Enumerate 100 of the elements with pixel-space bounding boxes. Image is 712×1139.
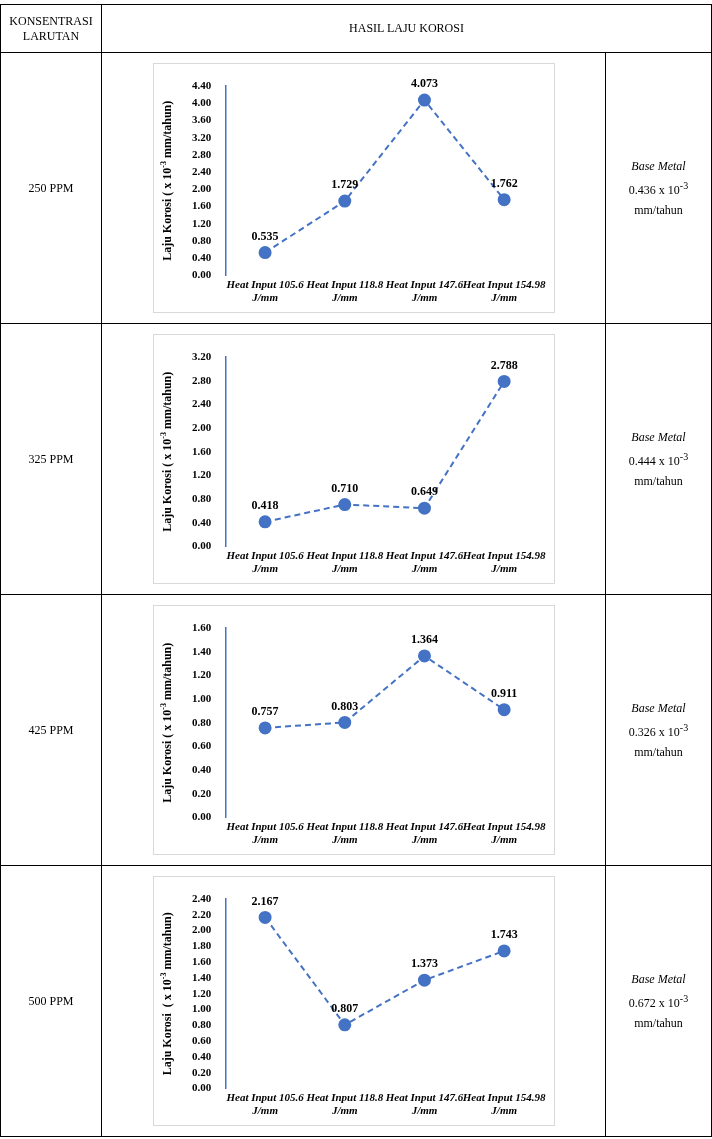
data-label: 1.743 (490, 927, 518, 941)
point (258, 246, 272, 260)
y-tick-label: 0.00 (191, 810, 212, 823)
x-tick-label: Heat Input 118.8 J/mm (304, 278, 384, 304)
data-label: 0.757 (251, 703, 279, 718)
text: 0.326 x 10$^{-3}$ mm/tahun (628, 722, 689, 759)
text: HASIL LAJU KOROSI (101, 4, 712, 53)
y-tick-label: 1.40 (191, 644, 212, 657)
data-label: 0.710 (330, 480, 358, 495)
text: 0.672 x 10$^{-3}$ mm/tahun (628, 993, 689, 1030)
text: Base Metal (630, 158, 687, 175)
y-tick-label: 2.00 (191, 420, 212, 433)
x-tick-label: Heat Input 105.6 J/mm (224, 278, 304, 304)
text: 500 PPM (0, 865, 102, 1137)
y-tick-label: 2.20 (191, 907, 212, 920)
y-tick-label: 1.20 (191, 986, 212, 999)
x-tick-label: Heat Input 105.6 J/mm (224, 1091, 304, 1117)
y-tick-label: 1.40 (191, 970, 212, 983)
y-tick-label: 0.80 (191, 492, 212, 505)
point (417, 973, 431, 987)
text: Base Metal (630, 700, 687, 717)
x-tick-label: Heat Input 147.6 J/mm (384, 278, 464, 304)
y-tick-label: 0.40 (191, 763, 212, 776)
y-tick-label: 1.20 (191, 216, 212, 229)
data-label: 0.911 (490, 685, 517, 700)
point (337, 715, 351, 729)
text: 0.436 x 10$^{-3}$ mm/tahun (628, 180, 689, 217)
y-tick-label: 0.40 (191, 515, 212, 528)
y-tick-label: 1.20 (191, 468, 212, 481)
y-tick-label: 2.40 (191, 165, 212, 178)
data-label: 0.649 (410, 484, 438, 499)
y-tick-label: 1.60 (191, 955, 212, 968)
data-label: 4.073 (410, 76, 438, 91)
y-tick-label: 1.60 (191, 199, 212, 212)
y-axis-title: Laju Korosi ( x 10-3 mm/tahun) (158, 642, 174, 803)
data-label: 1.373 (410, 956, 438, 971)
point (417, 93, 431, 107)
point (258, 721, 272, 735)
y-tick-label: 0.00 (191, 1081, 212, 1094)
point (417, 501, 431, 515)
data-label: 0.803 (330, 698, 358, 713)
x-tick-label: Heat Input 118.8 J/mm (304, 820, 384, 846)
y-tick-label: 2.80 (191, 373, 212, 386)
x-tick-label: Heat Input 105.6 J/mm (224, 820, 304, 846)
y-tick-label: 0.80 (191, 1018, 212, 1031)
y-axis-title: Laju Korosi ( x 10-3 mm/tahun) (158, 371, 174, 532)
y-tick-label: 0.60 (191, 1034, 212, 1047)
x-tick-label: Heat Input 147.6 J/mm (384, 549, 464, 575)
y-tick-label: 0.00 (191, 268, 212, 281)
y-tick-label: 0.40 (191, 1049, 212, 1062)
y-tick-label: 0.80 (191, 233, 212, 246)
point (497, 193, 511, 207)
x-tick-label: Heat Input 118.8 J/mm (304, 549, 384, 575)
point (258, 910, 272, 924)
data-label: 1.729 (330, 177, 358, 192)
y-tick-label: 2.00 (191, 182, 212, 195)
data-label: 0.807 (330, 1000, 358, 1015)
point (337, 1018, 351, 1032)
y-tick-label: 1.80 (191, 939, 212, 952)
y-tick-label: 0.20 (191, 786, 212, 799)
text: 325 PPM (0, 323, 102, 595)
y-axis-title: Laju Korosi ( x 10-3 mm/tahun) (158, 912, 174, 1076)
y-axis-title: Laju Korosi ( x 10-3 mm/tahun) (158, 100, 174, 261)
point (497, 703, 511, 717)
point (337, 498, 351, 512)
point (497, 374, 511, 388)
y-tick-label: 4.00 (191, 96, 212, 109)
y-tick-label: 0.40 (191, 251, 212, 264)
data-label: 2.788 (490, 357, 518, 372)
text: Base Metal (630, 429, 687, 446)
data-label: 2.167 (251, 893, 279, 908)
text: 250 PPM (0, 52, 102, 324)
y-tick-label: 1.00 (191, 1002, 212, 1015)
data-label: 0.535 (251, 228, 279, 243)
data-label: 0.418 (251, 497, 279, 512)
y-tick-label: 1.60 (191, 444, 212, 457)
y-tick-label: 2.80 (191, 147, 212, 160)
x-tick-label: Heat Input 147.6 J/mm (384, 1091, 464, 1117)
text: Base Metal (630, 971, 687, 988)
text: 0.444 x 10$^{-3}$ mm/tahun (628, 451, 689, 488)
data-label: 1.762 (490, 175, 518, 190)
y-tick-label: 1.60 (191, 620, 212, 633)
x-tick-label: Heat Input 105.6 J/mm (224, 549, 304, 575)
data-label: 1.364 (410, 632, 438, 647)
y-tick-label: 3.60 (191, 113, 212, 126)
y-tick-label: 1.00 (191, 691, 212, 704)
point (497, 944, 511, 958)
y-tick-label: 2.40 (191, 397, 212, 410)
y-tick-label: 3.20 (191, 130, 212, 143)
point (337, 194, 351, 208)
x-tick-label: Heat Input 147.6 J/mm (384, 820, 464, 846)
y-tick-label: 0.00 (191, 539, 212, 552)
y-tick-label: 0.80 (191, 715, 212, 728)
point (258, 515, 272, 529)
y-tick-label: 0.60 (191, 739, 212, 752)
y-tick-label: 4.40 (191, 78, 212, 91)
y-tick-label: 0.20 (191, 1065, 212, 1078)
y-tick-label: 2.00 (191, 923, 212, 936)
y-tick-label: 2.40 (191, 891, 212, 904)
x-tick-label: Heat Input 118.8 J/mm (304, 1091, 384, 1117)
